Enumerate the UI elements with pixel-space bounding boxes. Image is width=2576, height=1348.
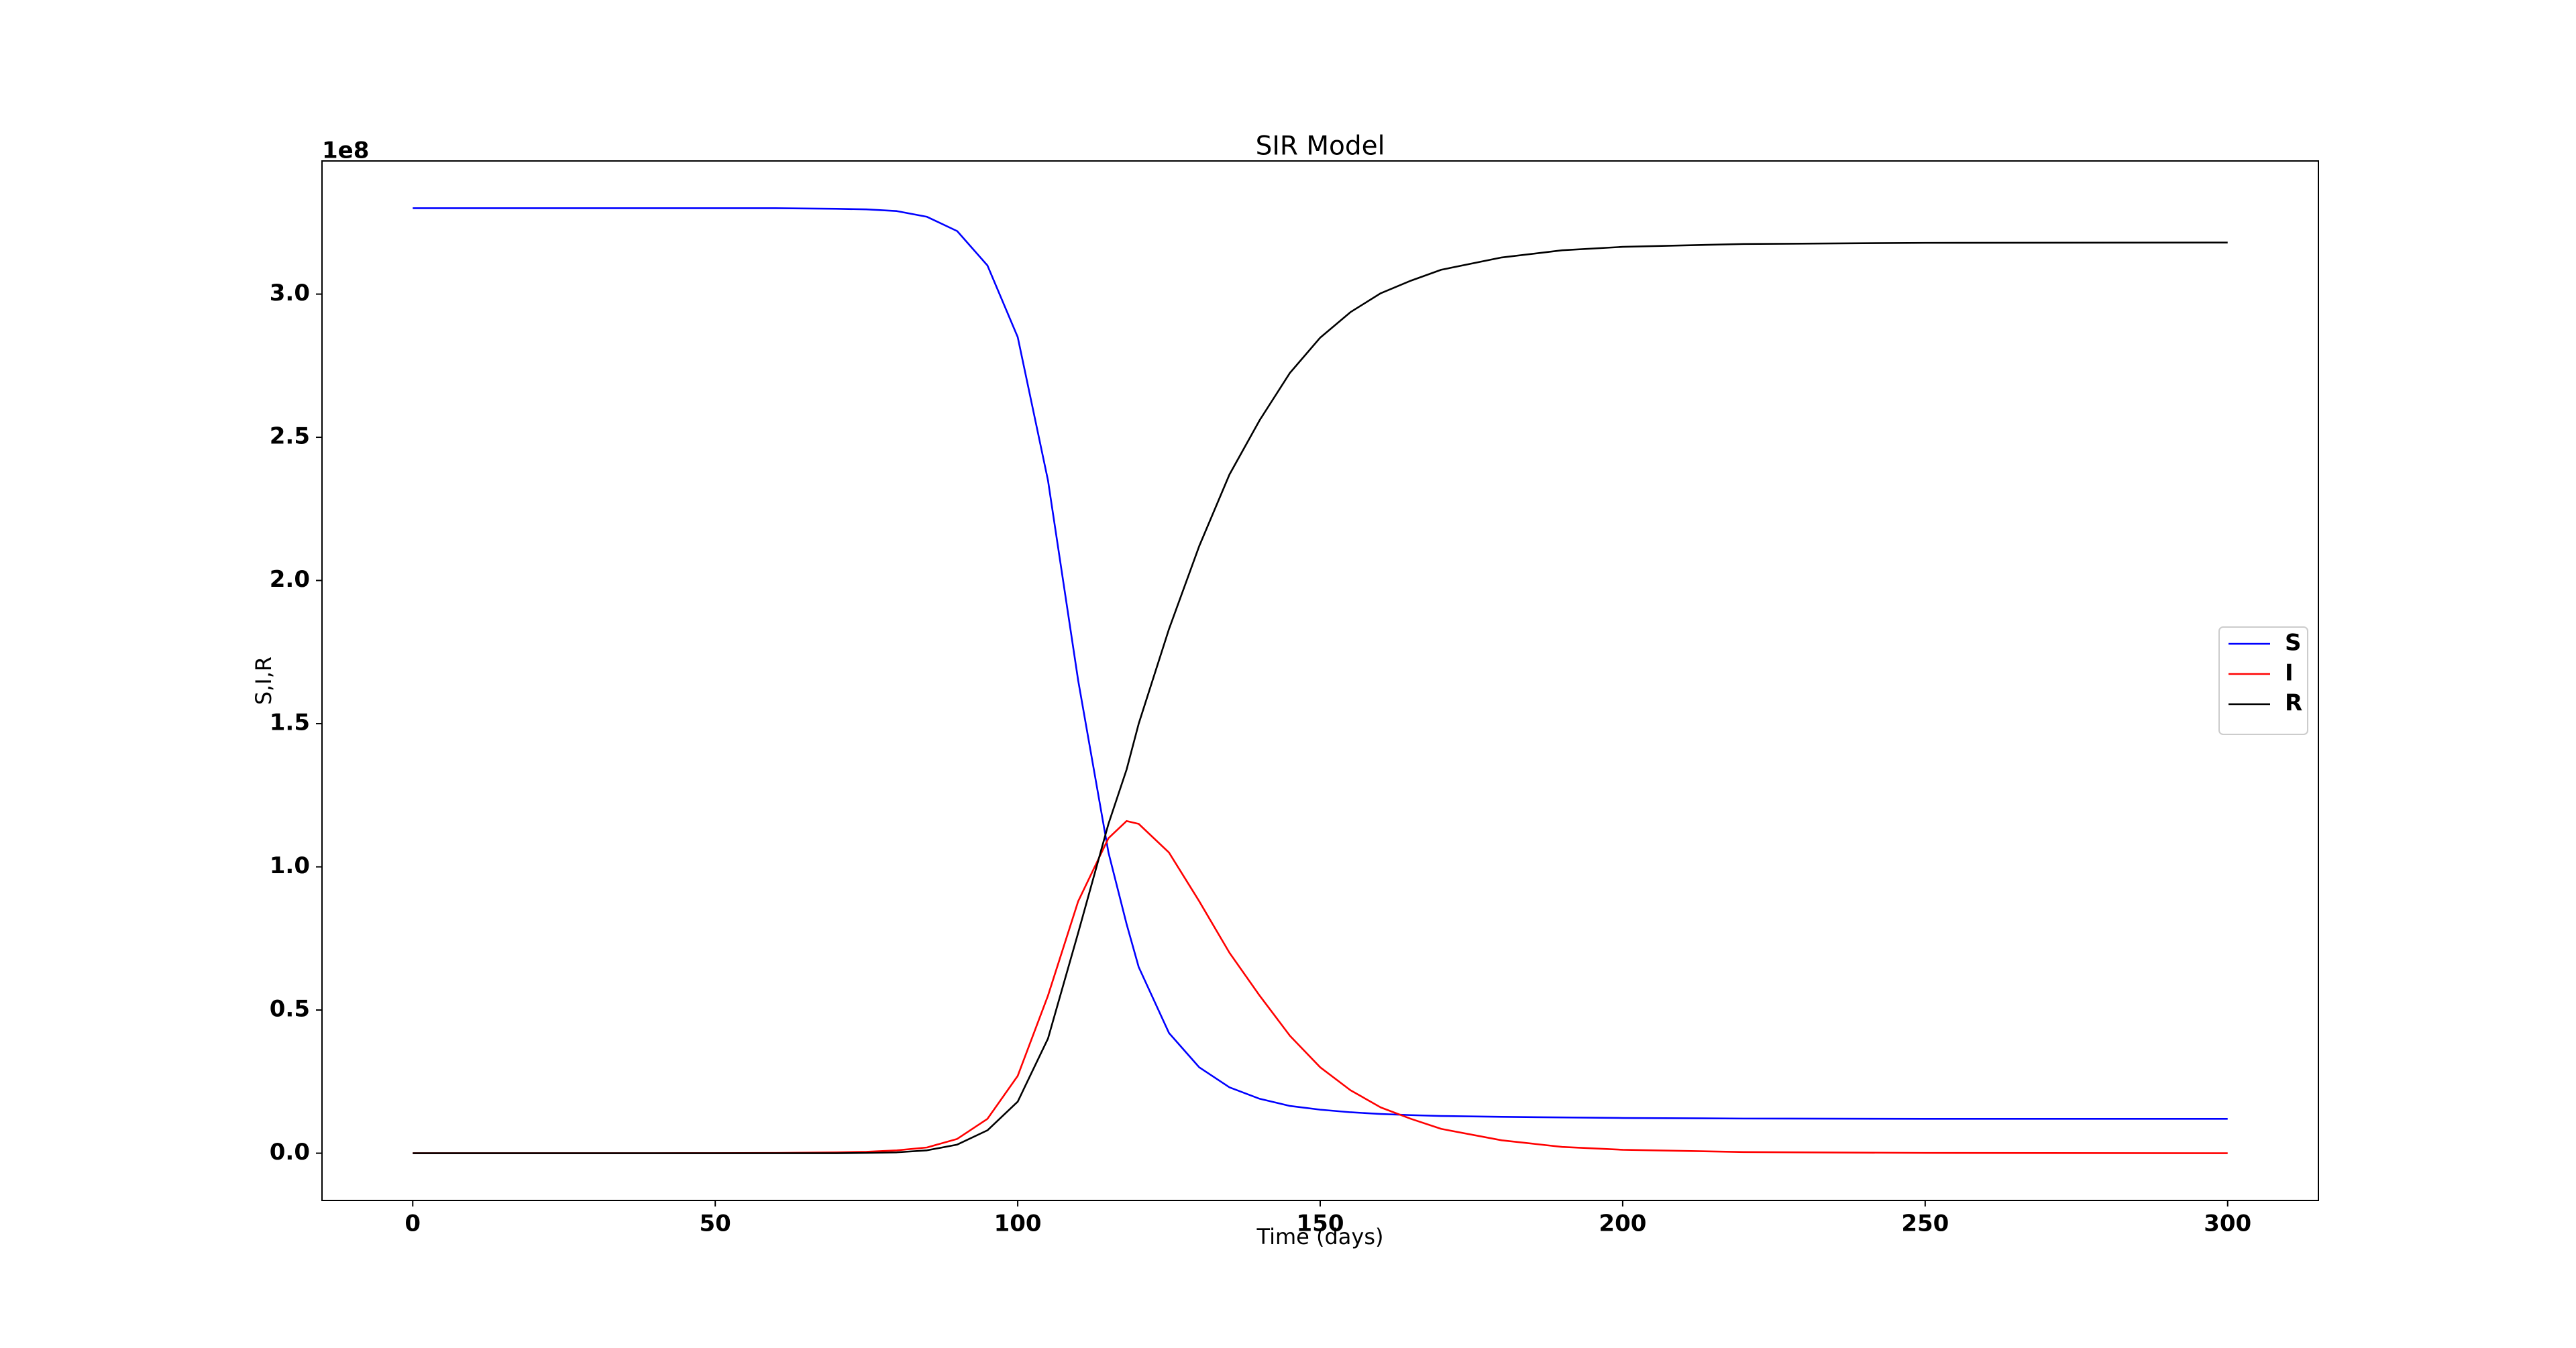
- y-offset-label: 1e8: [322, 137, 369, 164]
- y-tick-label: 2.0: [270, 566, 310, 593]
- x-tick-label: 300: [2204, 1211, 2251, 1237]
- legend-label: I: [2285, 660, 2294, 687]
- y-tick-label: 3.0: [270, 280, 310, 306]
- y-axis-label: S,I,R: [251, 657, 276, 705]
- x-tick-label: 100: [994, 1211, 1042, 1237]
- legend-label: R: [2285, 690, 2302, 717]
- legend: SIR: [2218, 626, 2308, 735]
- series-line: [413, 241, 2228, 1154]
- plot-frame: [321, 160, 2319, 1201]
- series-line: [413, 207, 2228, 1120]
- y-tick-label: 2.5: [270, 423, 310, 450]
- y-tick-label: 1.0: [270, 852, 310, 879]
- x-tick-label: 0: [405, 1211, 421, 1237]
- y-tick-label: 0.0: [270, 1139, 310, 1166]
- x-tick-label: 150: [1297, 1211, 1344, 1237]
- chart-title: SIR Model: [1256, 131, 1385, 162]
- y-tick-label: 1.5: [270, 710, 310, 736]
- x-tick-label: 200: [1599, 1211, 1646, 1237]
- x-tick-label: 50: [700, 1211, 731, 1237]
- y-tick-label: 0.5: [270, 996, 310, 1023]
- legend-label: S: [2285, 630, 2302, 657]
- x-axis-label: Time (days): [1256, 1224, 1384, 1249]
- series-line: [413, 820, 2228, 1154]
- x-tick-label: 250: [1901, 1211, 1949, 1237]
- legend-box: [2218, 626, 2308, 735]
